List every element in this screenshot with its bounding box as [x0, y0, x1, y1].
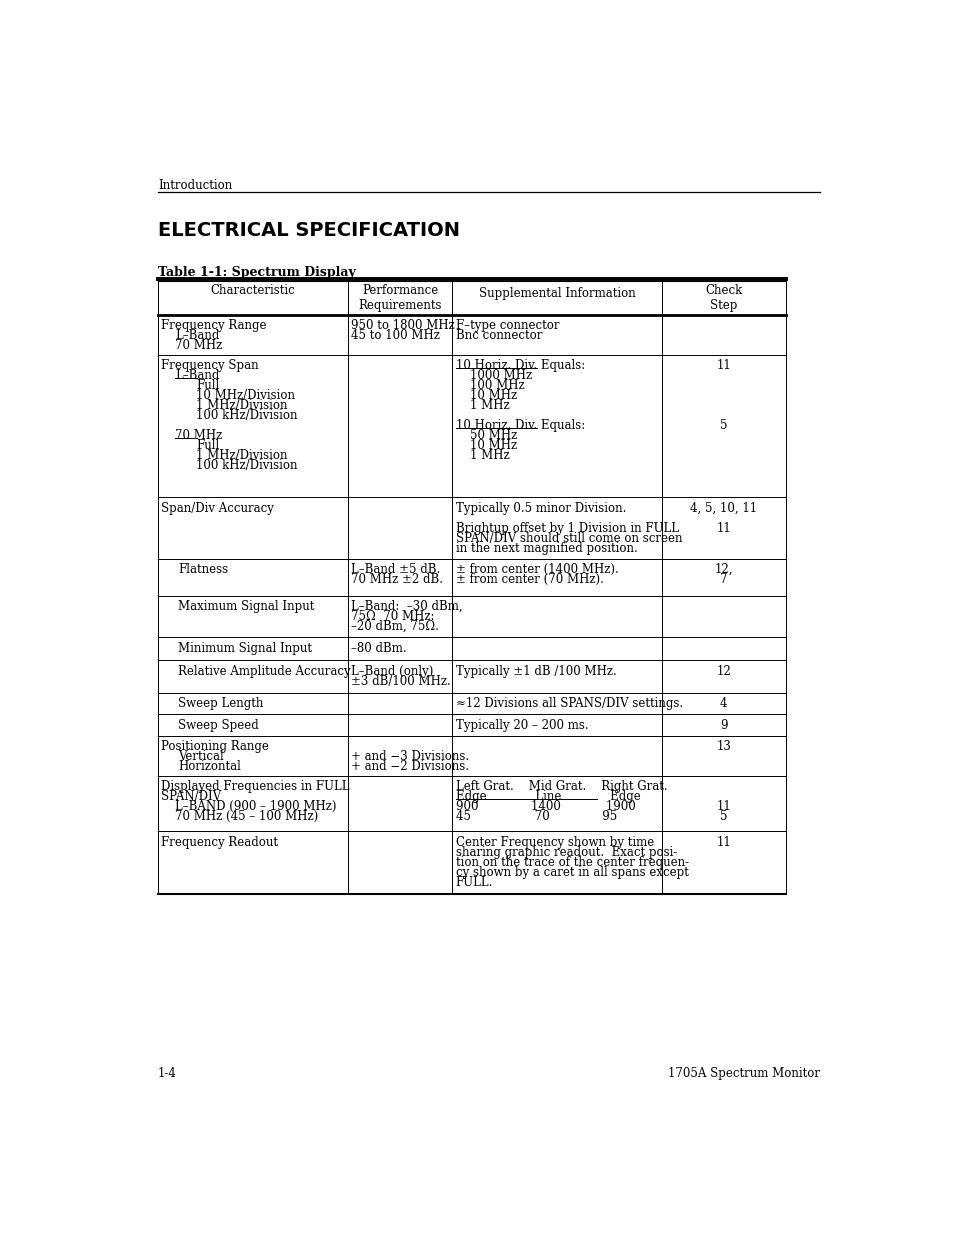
- Text: Performance
Requirements: Performance Requirements: [358, 284, 441, 311]
- Text: SPAN/DIV should still come on screen: SPAN/DIV should still come on screen: [456, 531, 681, 545]
- Text: Typically 20 – 200 ms.: Typically 20 – 200 ms.: [456, 719, 588, 732]
- Text: 900              1400            1900: 900 1400 1900: [456, 800, 635, 814]
- Text: –20 dBm, 75Ω.: –20 dBm, 75Ω.: [351, 620, 438, 634]
- Text: 70 MHz: 70 MHz: [174, 430, 222, 442]
- Text: Frequency Readout: Frequency Readout: [161, 836, 278, 848]
- Text: Supplemental Information: Supplemental Information: [478, 287, 635, 300]
- Text: FULL.: FULL.: [456, 876, 493, 889]
- Text: cy shown by a caret in all spans except: cy shown by a caret in all spans except: [456, 866, 688, 879]
- Text: Relative Amplitude Accuracy: Relative Amplitude Accuracy: [178, 664, 351, 678]
- Text: SPAN/DIV: SPAN/DIV: [161, 790, 221, 804]
- Text: L–Band: L–Band: [174, 369, 219, 382]
- Text: L–Band:  –30 dBm,: L–Band: –30 dBm,: [351, 600, 462, 614]
- Text: 70 MHz: 70 MHz: [174, 340, 222, 352]
- Text: Frequency Span: Frequency Span: [161, 359, 258, 372]
- Text: 70 MHz ±2 dB.: 70 MHz ±2 dB.: [351, 573, 442, 587]
- Text: L–Band (only): L–Band (only): [351, 664, 433, 678]
- Text: 10 MHz: 10 MHz: [469, 440, 517, 452]
- Text: 11: 11: [716, 521, 730, 535]
- Text: Full: Full: [195, 379, 219, 393]
- Text: Typically 0.5 minor Division.: Typically 0.5 minor Division.: [456, 501, 625, 515]
- Text: 45                 70              95: 45 70 95: [456, 810, 617, 824]
- Text: 50 MHz: 50 MHz: [469, 430, 517, 442]
- Text: Sweep Speed: Sweep Speed: [178, 719, 258, 732]
- Text: Vertical: Vertical: [178, 751, 224, 763]
- Text: in the next magnified position.: in the next magnified position.: [456, 542, 637, 555]
- Text: 1 MHz/Division: 1 MHz/Division: [195, 450, 287, 462]
- Text: F–type connector: F–type connector: [456, 319, 558, 332]
- Text: Typically ±1 dB /100 MHz.: Typically ±1 dB /100 MHz.: [456, 664, 616, 678]
- Text: 11: 11: [716, 800, 730, 814]
- Text: 10 Horiz. Div. Equals:: 10 Horiz. Div. Equals:: [456, 419, 584, 432]
- Text: 10 Horiz. Div. Equals:: 10 Horiz. Div. Equals:: [456, 359, 584, 372]
- Text: Maximum Signal Input: Maximum Signal Input: [178, 600, 314, 614]
- Text: Minimum Signal Input: Minimum Signal Input: [178, 642, 312, 655]
- Text: 12,: 12,: [714, 563, 732, 577]
- Text: 1000 MHz: 1000 MHz: [469, 369, 531, 382]
- Text: ±3 dB/100 MHz.: ±3 dB/100 MHz.: [351, 674, 450, 688]
- Text: ± from center (70 MHz).: ± from center (70 MHz).: [456, 573, 603, 587]
- Text: Introduction: Introduction: [158, 179, 232, 191]
- Text: Span/Div Accuracy: Span/Div Accuracy: [161, 501, 274, 515]
- Text: 10 MHz: 10 MHz: [469, 389, 517, 403]
- Text: 950 to 1800 MHz: 950 to 1800 MHz: [351, 319, 455, 332]
- Text: 75Ω  70 MHz:: 75Ω 70 MHz:: [351, 610, 434, 624]
- Text: + and −3 Divisions.: + and −3 Divisions.: [351, 751, 469, 763]
- Text: Horizontal: Horizontal: [178, 761, 241, 773]
- Text: Edge             Line             Edge: Edge Line Edge: [456, 790, 639, 804]
- Text: Check
Step: Check Step: [704, 284, 741, 311]
- Text: sharing graphic readout.  Exact posi-: sharing graphic readout. Exact posi-: [456, 846, 677, 858]
- Text: Bnc connector: Bnc connector: [456, 330, 541, 342]
- Text: tion on the trace of the center frequen-: tion on the trace of the center frequen-: [456, 856, 688, 869]
- Text: 100 MHz: 100 MHz: [469, 379, 523, 393]
- Text: 12: 12: [716, 664, 730, 678]
- Text: 45 to 100 MHz: 45 to 100 MHz: [351, 330, 439, 342]
- Text: L–Band ±5 dB.: L–Band ±5 dB.: [351, 563, 439, 577]
- Text: Characteristic: Characteristic: [211, 284, 295, 296]
- Text: 4: 4: [720, 698, 727, 710]
- Text: 11: 11: [716, 836, 730, 848]
- Text: Table 1-1: Spectrum Display: Table 1-1: Spectrum Display: [158, 266, 355, 279]
- Text: 1 MHz: 1 MHz: [469, 399, 509, 412]
- Text: 11: 11: [716, 359, 730, 372]
- Text: Brightup offset by 1 Division in FULL: Brightup offset by 1 Division in FULL: [456, 521, 678, 535]
- Text: 1 MHz/Division: 1 MHz/Division: [195, 399, 287, 412]
- Text: Flatness: Flatness: [178, 563, 228, 577]
- Text: ELECTRICAL SPECIFICATION: ELECTRICAL SPECIFICATION: [158, 221, 459, 241]
- Text: 9: 9: [720, 719, 727, 732]
- Text: 100 kHz/Division: 100 kHz/Division: [195, 459, 297, 472]
- Text: Left Grat.    Mid Grat.    Right Grat.: Left Grat. Mid Grat. Right Grat.: [456, 781, 666, 793]
- Text: 10 MHz/Division: 10 MHz/Division: [195, 389, 294, 403]
- Text: 13: 13: [716, 740, 730, 753]
- Text: 1705A Spectrum Monitor: 1705A Spectrum Monitor: [667, 1067, 819, 1079]
- Text: L–Band: L–Band: [174, 330, 219, 342]
- Text: Frequency Range: Frequency Range: [161, 319, 266, 332]
- Text: Displayed Frequencies in FULL: Displayed Frequencies in FULL: [161, 781, 349, 793]
- Text: –80 dBm.: –80 dBm.: [351, 642, 406, 655]
- Text: Full: Full: [195, 440, 219, 452]
- Text: 100 kHz/Division: 100 kHz/Division: [195, 409, 297, 422]
- Text: 4, 5, 10, 11: 4, 5, 10, 11: [689, 501, 757, 515]
- Text: 5: 5: [720, 810, 727, 824]
- Text: 7: 7: [720, 573, 727, 587]
- Text: + and −2 Divisions.: + and −2 Divisions.: [351, 761, 469, 773]
- Text: 70 MHz (45 – 100 MHz): 70 MHz (45 – 100 MHz): [174, 810, 318, 824]
- Text: ≈12 Divisions all SPANS/DIV settings.: ≈12 Divisions all SPANS/DIV settings.: [456, 698, 682, 710]
- Text: 1 MHz: 1 MHz: [469, 450, 509, 462]
- Text: 5: 5: [720, 419, 727, 432]
- Text: 1-4: 1-4: [158, 1067, 176, 1079]
- Text: Center Frequency shown by time: Center Frequency shown by time: [456, 836, 653, 848]
- Text: Sweep Length: Sweep Length: [178, 698, 263, 710]
- Text: ± from center (1400 MHz).: ± from center (1400 MHz).: [456, 563, 618, 577]
- Text: L–BAND (900 – 1900 MHz): L–BAND (900 – 1900 MHz): [174, 800, 336, 814]
- Text: Positioning Range: Positioning Range: [161, 740, 269, 753]
